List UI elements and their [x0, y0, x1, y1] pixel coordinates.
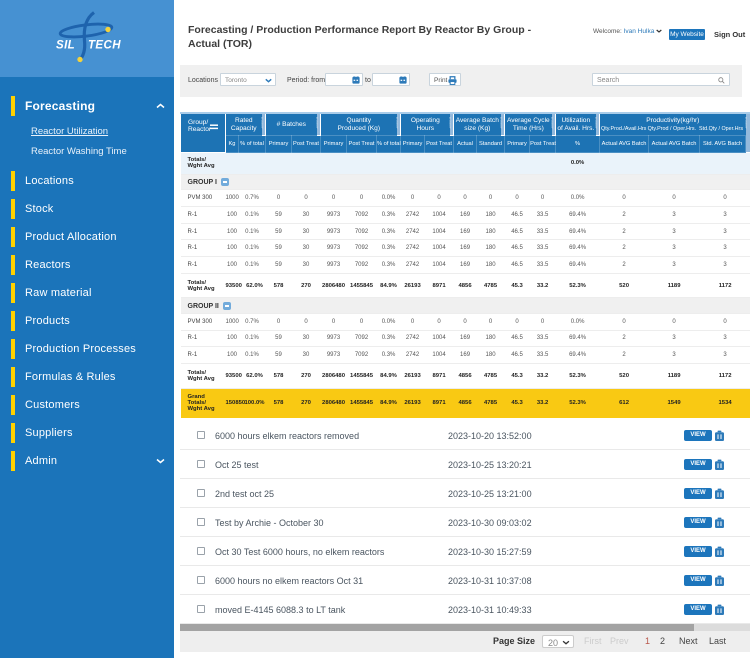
svg-text:TECH: TECH	[88, 40, 121, 52]
svg-text:SIL: SIL	[56, 40, 75, 52]
